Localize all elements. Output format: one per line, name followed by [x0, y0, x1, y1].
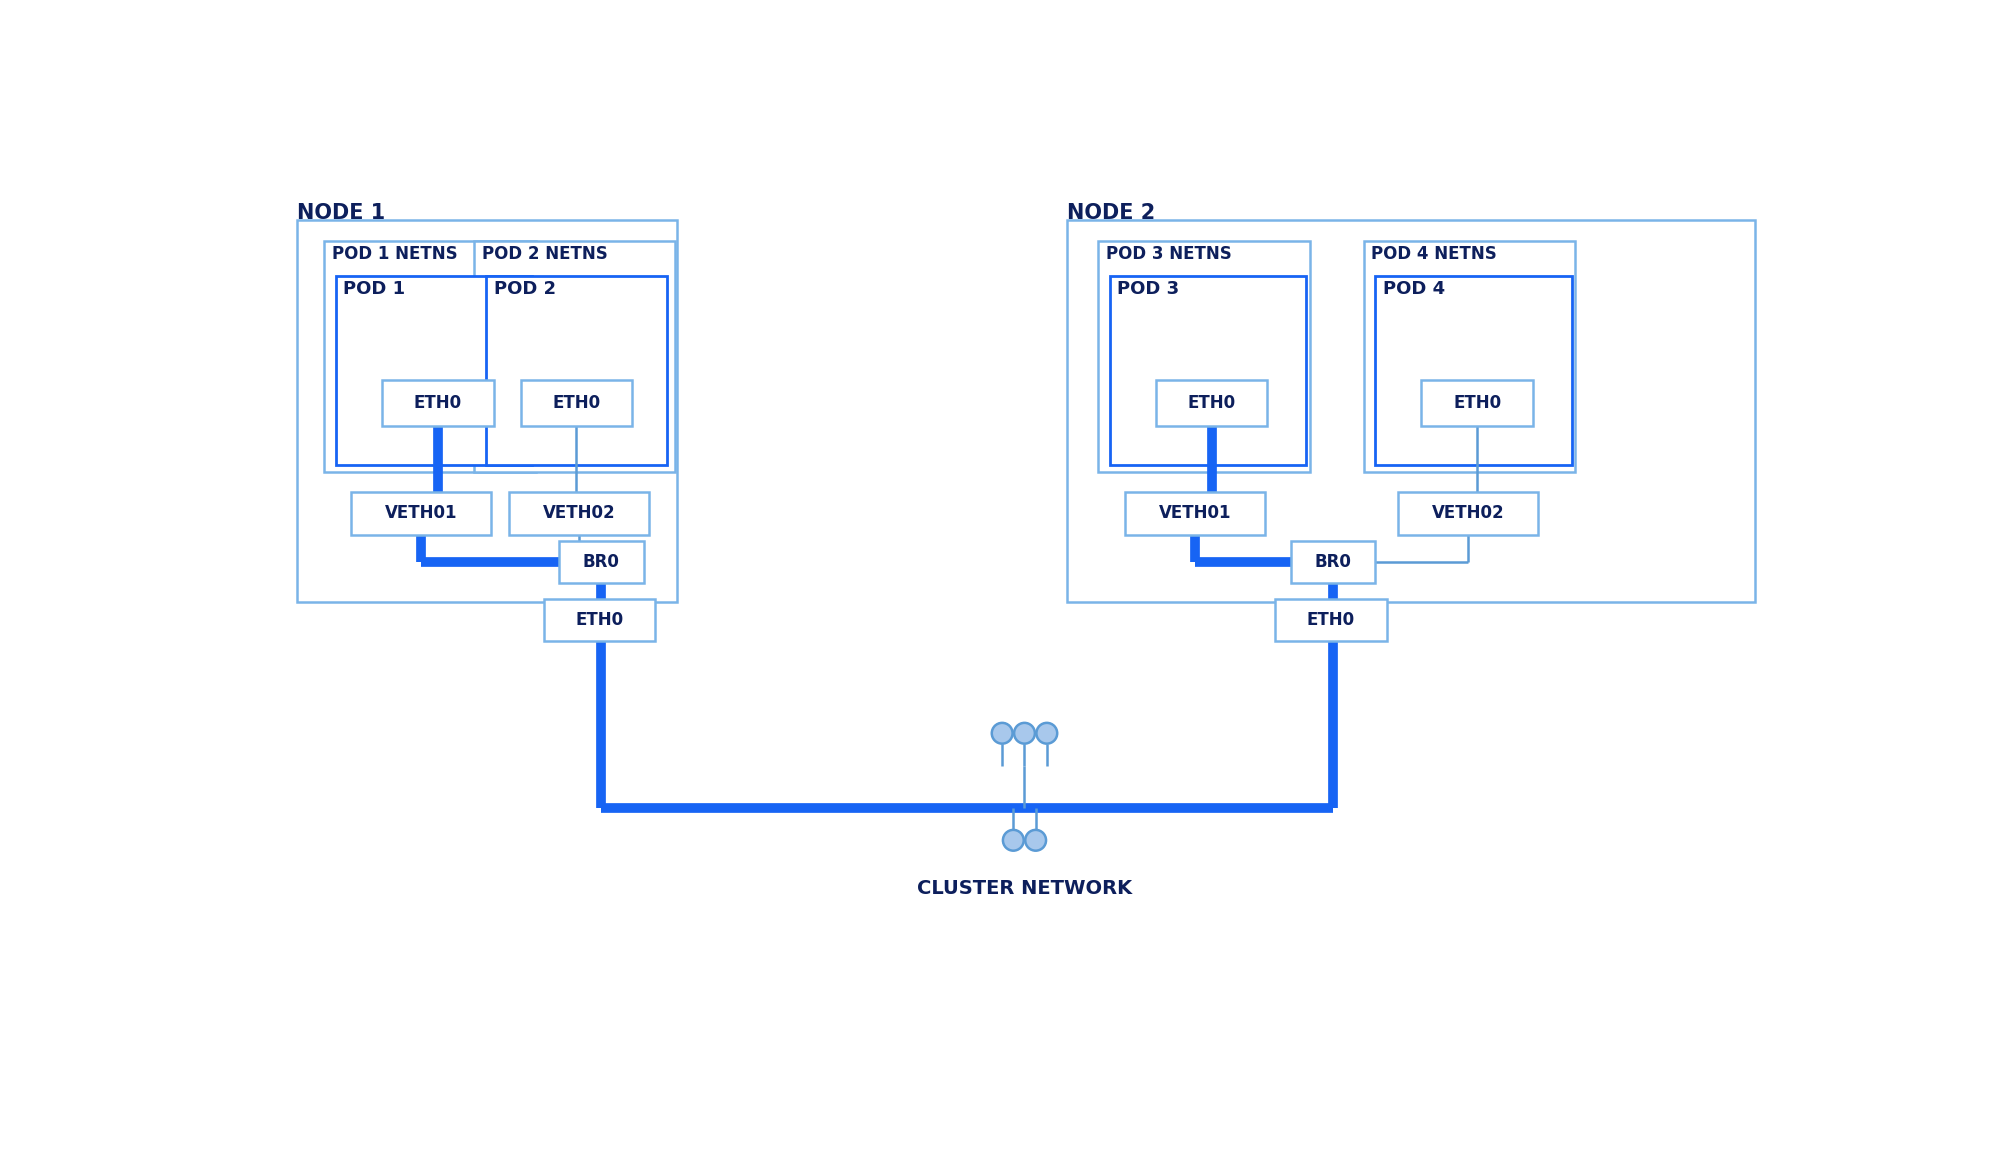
Bar [509, 493, 649, 535]
Bar [1067, 220, 1754, 602]
Text: VETH02: VETH02 [543, 505, 615, 522]
Bar [1155, 380, 1267, 426]
Circle shape [991, 723, 1013, 743]
Bar [1399, 493, 1538, 535]
Bar [519, 380, 631, 426]
Bar [298, 220, 677, 602]
Text: CLUSTER NETWORK: CLUSTER NETWORK [917, 880, 1131, 898]
Bar [352, 493, 492, 535]
Text: ETH0: ETH0 [414, 394, 462, 412]
Text: VETH01: VETH01 [1159, 505, 1231, 522]
Text: NODE 2: NODE 2 [1067, 202, 1155, 222]
Bar [382, 380, 494, 426]
Bar [486, 276, 667, 465]
Bar [324, 241, 535, 473]
Circle shape [1013, 723, 1035, 743]
Bar [1275, 599, 1387, 641]
Text: ETH0: ETH0 [575, 610, 623, 629]
Bar [559, 541, 643, 583]
Text: NODE 1: NODE 1 [298, 202, 386, 222]
Bar [1109, 276, 1305, 465]
Text: VETH01: VETH01 [386, 505, 458, 522]
Text: POD 2: POD 2 [494, 280, 555, 298]
Bar [543, 599, 655, 641]
Text: POD 3 NETNS: POD 3 NETNS [1105, 245, 1231, 263]
Bar [336, 276, 531, 465]
Text: BR0: BR0 [1315, 553, 1351, 570]
Text: POD 2 NETNS: POD 2 NETNS [482, 245, 607, 263]
Text: POD 4 NETNS: POD 4 NETNS [1371, 245, 1497, 263]
Circle shape [1025, 830, 1045, 850]
Bar [1375, 276, 1570, 465]
Bar [1125, 493, 1265, 535]
Text: POD 4: POD 4 [1383, 280, 1445, 298]
Bar [1363, 241, 1574, 473]
Bar [1421, 380, 1532, 426]
Text: POD 1 NETNS: POD 1 NETNS [332, 245, 458, 263]
Circle shape [1003, 830, 1023, 850]
Text: ETH0: ETH0 [1453, 394, 1500, 412]
Text: VETH02: VETH02 [1431, 505, 1504, 522]
Text: ETH0: ETH0 [1307, 610, 1355, 629]
Circle shape [1035, 723, 1057, 743]
Text: BR0: BR0 [583, 553, 619, 570]
Bar [474, 241, 673, 473]
Text: POD 3: POD 3 [1117, 280, 1179, 298]
Text: POD 1: POD 1 [344, 280, 406, 298]
Bar [1291, 541, 1375, 583]
Text: ETH0: ETH0 [1187, 394, 1235, 412]
Bar [1097, 241, 1309, 473]
Text: ETH0: ETH0 [551, 394, 599, 412]
